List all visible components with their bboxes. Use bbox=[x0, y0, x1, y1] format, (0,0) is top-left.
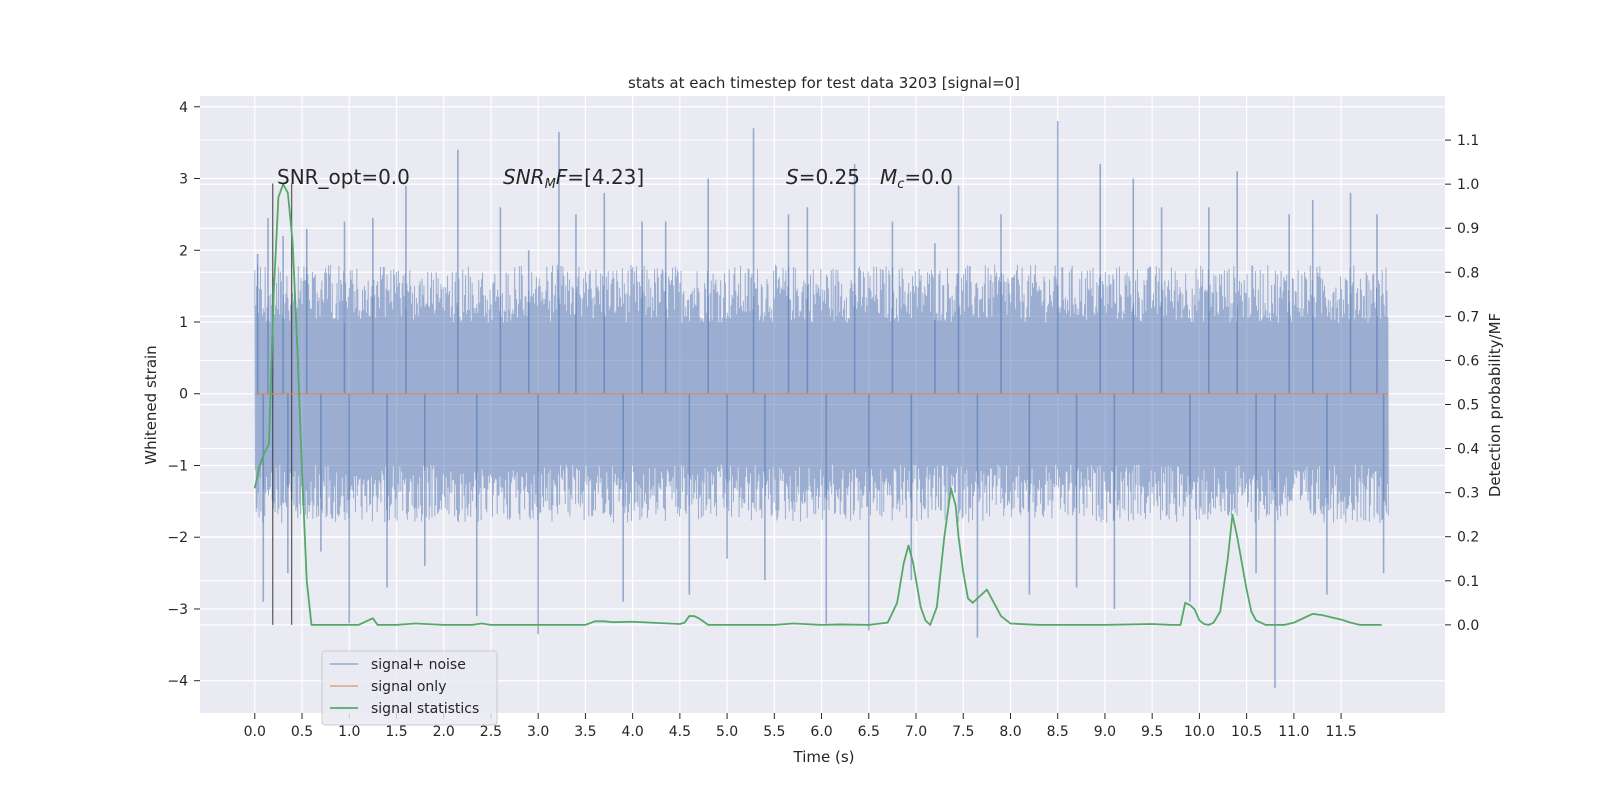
x-tick-label: 4.0 bbox=[621, 724, 643, 740]
annotation-mc: Mc=0.0 bbox=[880, 165, 953, 192]
y-tick-label-right: 0.8 bbox=[1457, 265, 1479, 281]
y-tick-label-right: 0.1 bbox=[1457, 574, 1479, 590]
y-tick-label-left: 1 bbox=[179, 315, 188, 331]
x-tick-label: 1.0 bbox=[338, 724, 360, 740]
x-tick-label: 3.0 bbox=[527, 724, 549, 740]
x-tick-label: 9.0 bbox=[1094, 724, 1116, 740]
y-tick-label-left: −4 bbox=[167, 674, 188, 690]
x-tick-label: 5.0 bbox=[716, 724, 738, 740]
y-tick-label-right: 0.6 bbox=[1457, 353, 1479, 369]
vertical-markers bbox=[272, 183, 293, 625]
legend: signal+ noise signal only signal statist… bbox=[321, 650, 498, 726]
y-tick-label-left: 0 bbox=[179, 387, 188, 403]
y-tick-label-right: 0.3 bbox=[1457, 486, 1479, 502]
x-tick-label: 9.5 bbox=[1141, 724, 1163, 740]
x-tick-label: 0.0 bbox=[244, 724, 266, 740]
x-tick-label: 10.0 bbox=[1184, 724, 1215, 740]
x-tick-label: 5.5 bbox=[763, 724, 785, 740]
y-tick-label-right: 0.4 bbox=[1457, 442, 1479, 458]
x-axis-ticks: 0.0 0.5 1.0 1.5 2.0 2.5 3.0 3.5 4.0 4.5 5.0 5.5 6.0 6… bbox=[244, 713, 1357, 740]
x-tick-label: 3.5 bbox=[574, 724, 596, 740]
series-lines bbox=[253, 183, 1389, 626]
legend-label-signal-statistics: signal statistics bbox=[371, 701, 479, 717]
x-tick-label: 1.5 bbox=[385, 724, 407, 740]
y-tick-label-right: 0.9 bbox=[1457, 221, 1479, 237]
y-axis-right-ticks: 0.0 0.1 0.2 0.3 0.4 0.5 0.6 0.7 0.8 0.9 1.0 1.1 bbox=[1445, 133, 1479, 634]
annotation-snr-opt: SNR_opt=0.0 bbox=[277, 165, 410, 189]
x-tick-label: 8.5 bbox=[1047, 724, 1069, 740]
legend-box bbox=[321, 650, 498, 726]
x-tick-label: 4.5 bbox=[669, 724, 691, 740]
y-axis-left-label: Whitened strain bbox=[142, 345, 160, 464]
x-tick-label: 7.5 bbox=[952, 724, 974, 740]
x-tick-label: 11.0 bbox=[1278, 724, 1309, 740]
signal-plus-noise-line bbox=[254, 264, 1389, 523]
y-tick-label-left: 3 bbox=[179, 172, 188, 188]
y-tick-label-right: 1.1 bbox=[1457, 133, 1479, 149]
y-tick-label-left: 4 bbox=[179, 100, 188, 116]
y-axis-right-label: Detection probability/MF bbox=[1486, 313, 1504, 497]
annotation-snr-mf: SNRMF=[4.23] bbox=[503, 165, 644, 192]
chart-title: stats at each timestep for test data 320… bbox=[628, 74, 1020, 92]
annotation-s: S=0.25 bbox=[786, 165, 860, 189]
signal-plus-noise-series bbox=[254, 121, 1389, 688]
x-tick-label: 7.0 bbox=[905, 724, 927, 740]
y-tick-label-right: 0.7 bbox=[1457, 309, 1479, 325]
x-tick-label: 6.0 bbox=[810, 724, 832, 740]
y-tick-label-right: 1.0 bbox=[1457, 177, 1479, 193]
x-tick-label: 6.5 bbox=[858, 724, 880, 740]
x-tick-label: 2.0 bbox=[433, 724, 455, 740]
x-tick-label: 0.5 bbox=[291, 724, 313, 740]
signal-statistics-line bbox=[253, 183, 1382, 626]
y-tick-label-right: 0.2 bbox=[1457, 530, 1479, 546]
y-axis-left-ticks: −4 −3 −2 −1 0 1 2 3 4 bbox=[167, 100, 200, 690]
y-tick-label-left: −1 bbox=[167, 458, 188, 474]
x-tick-label: 11.5 bbox=[1326, 724, 1357, 740]
y-tick-label-left: 2 bbox=[179, 243, 188, 259]
annotation-mc-value: =0.0 bbox=[904, 165, 953, 189]
y-tick-label-left: −2 bbox=[167, 530, 188, 546]
x-tick-label: 2.5 bbox=[480, 724, 502, 740]
annotation-s-value: =0.25 bbox=[799, 165, 860, 189]
x-axis-label: Time (s) bbox=[793, 748, 855, 766]
legend-label-signal-only: signal only bbox=[371, 679, 446, 695]
annotation-snr-mf-value: [4.23] bbox=[584, 165, 644, 189]
y-tick-label-right: 0.5 bbox=[1457, 398, 1479, 414]
y-tick-label-right: 0.0 bbox=[1457, 618, 1479, 634]
legend-label-signal-noise: signal+ noise bbox=[371, 657, 466, 673]
y-tick-label-left: −3 bbox=[167, 602, 188, 618]
x-tick-label: 8.0 bbox=[999, 724, 1021, 740]
x-tick-label: 10.5 bbox=[1231, 724, 1262, 740]
